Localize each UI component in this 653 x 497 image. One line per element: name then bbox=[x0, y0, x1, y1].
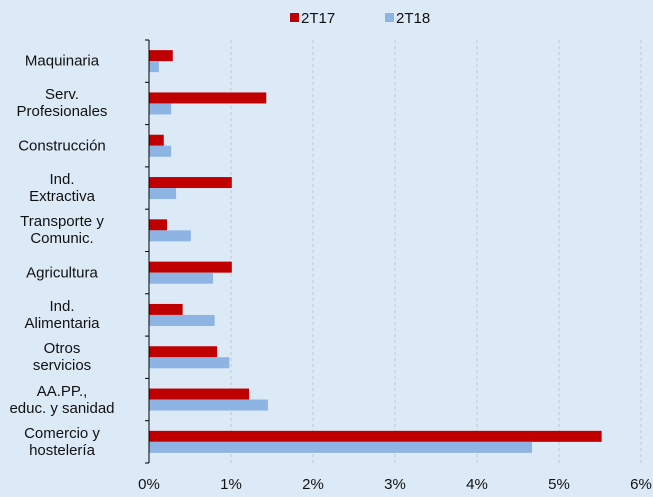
y-tick-label: Serv. Profesionales bbox=[16, 86, 108, 121]
y-tick-label: AA.PP., educ. y sanidad bbox=[9, 382, 115, 417]
bar bbox=[149, 188, 177, 200]
legend-label: 2T17 bbox=[301, 10, 335, 27]
bar bbox=[149, 230, 191, 242]
bar bbox=[149, 303, 183, 315]
bar bbox=[149, 134, 164, 146]
y-tick-label: Comercio y hostelería bbox=[24, 424, 100, 459]
legend-swatch bbox=[290, 13, 299, 22]
x-tick-label: 0% bbox=[138, 476, 160, 493]
y-tick-label: Otros servicios bbox=[32, 340, 92, 375]
y-tick-label: Transporte y Comunic. bbox=[20, 213, 104, 248]
x-tick-label: 6% bbox=[630, 476, 652, 493]
bar bbox=[149, 430, 602, 442]
bar bbox=[149, 388, 250, 400]
bar bbox=[149, 441, 532, 453]
bar bbox=[149, 314, 215, 326]
y-tick-label: Ind. Alimentaria bbox=[24, 297, 100, 332]
legend-swatch bbox=[385, 13, 394, 22]
x-tick-label: 1% bbox=[220, 476, 242, 493]
y-tick-label: Ind. Extractiva bbox=[29, 171, 95, 206]
x-tick-label: 5% bbox=[548, 476, 570, 493]
bar bbox=[149, 261, 232, 273]
y-tick-label: Maquinaria bbox=[24, 52, 100, 70]
bar bbox=[149, 92, 267, 104]
bar bbox=[149, 50, 173, 62]
x-tick-label: 4% bbox=[466, 476, 488, 493]
bar bbox=[149, 103, 172, 115]
bar bbox=[149, 399, 268, 411]
bar bbox=[149, 177, 232, 189]
bar bbox=[149, 346, 218, 358]
x-tick-label: 3% bbox=[384, 476, 406, 493]
y-tick-label: Agricultura bbox=[26, 264, 98, 282]
bar bbox=[149, 219, 168, 231]
bar bbox=[149, 61, 159, 73]
x-tick-label: 2% bbox=[302, 476, 324, 493]
bar bbox=[149, 145, 172, 157]
bar bbox=[149, 357, 230, 369]
legend-label: 2T18 bbox=[396, 10, 430, 27]
bar bbox=[149, 272, 213, 284]
y-tick-label: Construcción bbox=[18, 137, 106, 155]
